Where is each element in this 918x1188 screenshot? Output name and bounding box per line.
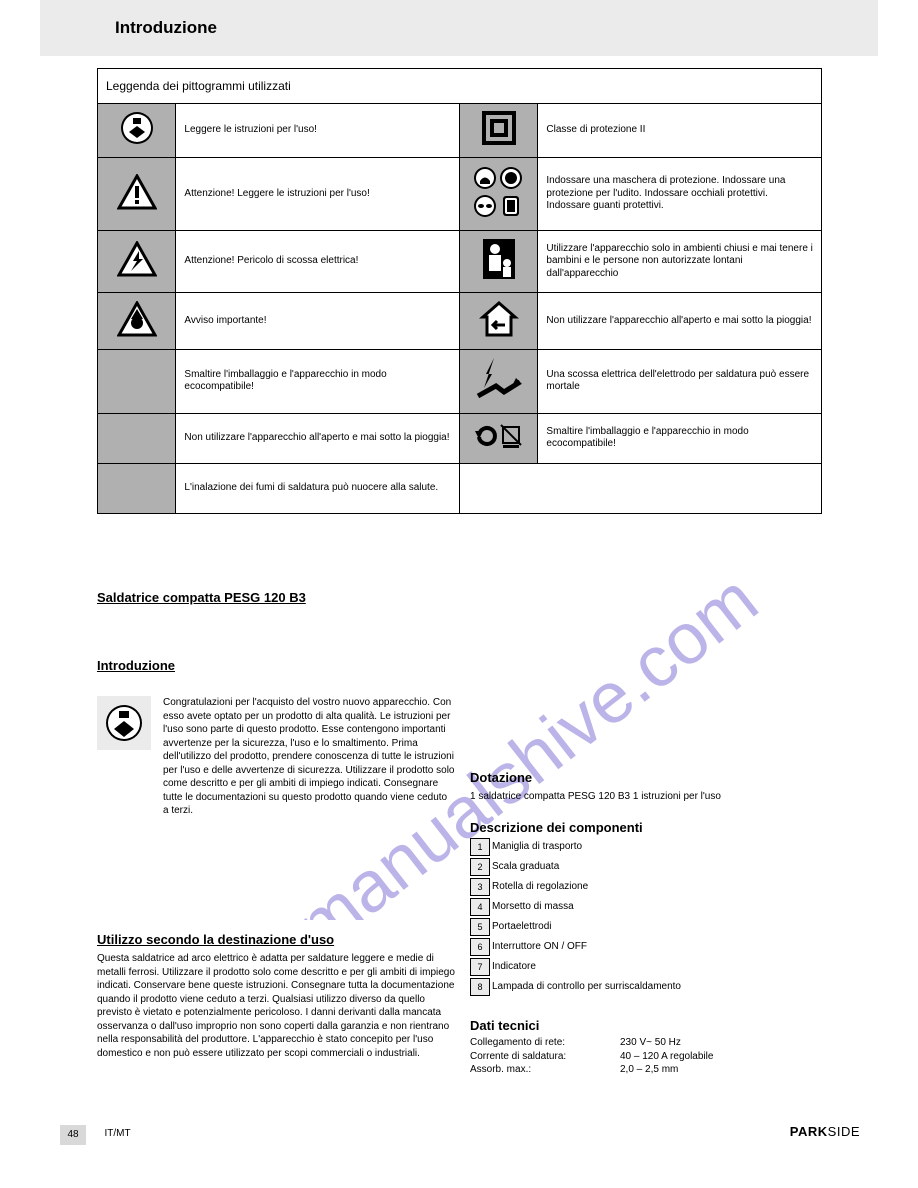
read-manual-icon: [119, 110, 155, 146]
table-row: Avviso importante! Non utilizzare l'appa…: [98, 292, 822, 350]
read-manual-icon: [97, 696, 151, 750]
legend-desc: Indossare una maschera di protezione. In…: [538, 157, 822, 231]
table-row: Leggere le istruzioni per l'uso! Classe …: [98, 104, 822, 158]
legend-desc: Attenzione! Leggere le istruzioni per l'…: [176, 157, 460, 231]
legend-desc: Utilizzare l'apparecchio solo in ambient…: [538, 231, 822, 293]
indoor-only-icon: [479, 299, 519, 339]
electric-shock-icon: [117, 241, 157, 277]
intro-block: Congratulazioni per l'acquisto del vostr…: [97, 696, 455, 818]
legend-desc: Attenzione! Pericolo di scossa elettrica…: [176, 231, 460, 293]
brand-logo: PARKSIDE: [790, 1124, 860, 1139]
table-row: Smaltire l'imballaggio e l'apparecchio i…: [98, 350, 822, 414]
electrode-shock-icon: [476, 356, 522, 402]
legend-table: Leggenda dei pittogrammi utilizzati Legg…: [97, 68, 822, 514]
footer: 48 IT/MT PARKSIDE: [60, 1124, 860, 1148]
recycle-weee-icon: [473, 421, 525, 451]
uso-body: Questa saldatrice ad arco elettrico è ad…: [97, 952, 455, 1060]
class2-icon: [482, 111, 516, 145]
table-row: Non utilizzare l'apparecchio all'aperto …: [98, 413, 822, 463]
legend-desc: Classe di protezione II: [538, 104, 822, 158]
list-item: 6Interruttore ON / OFF: [470, 938, 820, 956]
footer-lang: IT/MT: [104, 1124, 130, 1144]
list-item: 4Morsetto di massa: [470, 898, 820, 916]
legend-desc: Smaltire l'imballaggio e l'apparecchio i…: [538, 413, 822, 463]
list-item: 7Indicatore: [470, 958, 820, 976]
keep-children-away-icon: [479, 237, 519, 281]
legend-desc: Avviso importante!: [176, 292, 460, 350]
legend-desc: Leggere le istruzioni per l'uso!: [176, 104, 460, 158]
legend-desc: Non utilizzare l'apparecchio all'aperto …: [176, 413, 460, 463]
list-item: 2Scala graduata: [470, 858, 820, 876]
legend-desc: Una scossa elettrica dell'elettrodo per …: [538, 350, 822, 414]
page-number: 48: [60, 1125, 86, 1145]
section-dot-heading: Dotazione: [470, 770, 820, 785]
legend-desc: Smaltire l'imballaggio e l'apparecchio i…: [176, 350, 460, 414]
table-row: L'inalazione dei fumi di saldatura può n…: [98, 463, 822, 513]
table-row: Attenzione! Leggere le istruzioni per l'…: [98, 157, 822, 231]
parts-list: 1Maniglia di trasporto 2Scala graduata 3…: [470, 838, 820, 998]
table-row: Attenzione! Pericolo di scossa elettrica…: [98, 231, 822, 293]
ppe-icons: [471, 164, 527, 220]
section-uso-heading: Utilizzo secondo la destinazione d'uso: [97, 932, 455, 947]
legend-desc: L'inalazione dei fumi di saldatura può n…: [176, 463, 460, 513]
section-desc-heading: Descrizione dei componenti: [470, 820, 820, 835]
list-item: 3Rotella di regolazione: [470, 878, 820, 896]
intro-body: Congratulazioni per l'acquisto del vostr…: [163, 696, 455, 818]
list-item: 1Maniglia di trasporto: [470, 838, 820, 856]
section-tech-heading: Dati tecnici: [470, 1018, 820, 1033]
section-intro-heading: Introduzione: [97, 658, 455, 673]
page-title: Introduzione: [115, 18, 217, 38]
list-item: 5Portaelettrodi: [470, 918, 820, 936]
important-warning-icon: [117, 301, 157, 337]
legend-desc: Non utilizzare l'apparecchio all'aperto …: [538, 292, 822, 350]
warning-icon: [117, 174, 157, 210]
tech-table: Collegamento di rete:230 V~ 50 Hz Corren…: [470, 1036, 820, 1077]
product-title: Saldatrice compatta PESG 120 B3: [97, 590, 455, 605]
dot-body: 1 saldatrice compatta PESG 120 B3 1 istr…: [470, 790, 820, 804]
list-item: 8Lampada di controllo per surriscaldamen…: [470, 978, 820, 996]
legend-caption: Leggenda dei pittogrammi utilizzati: [97, 68, 822, 103]
